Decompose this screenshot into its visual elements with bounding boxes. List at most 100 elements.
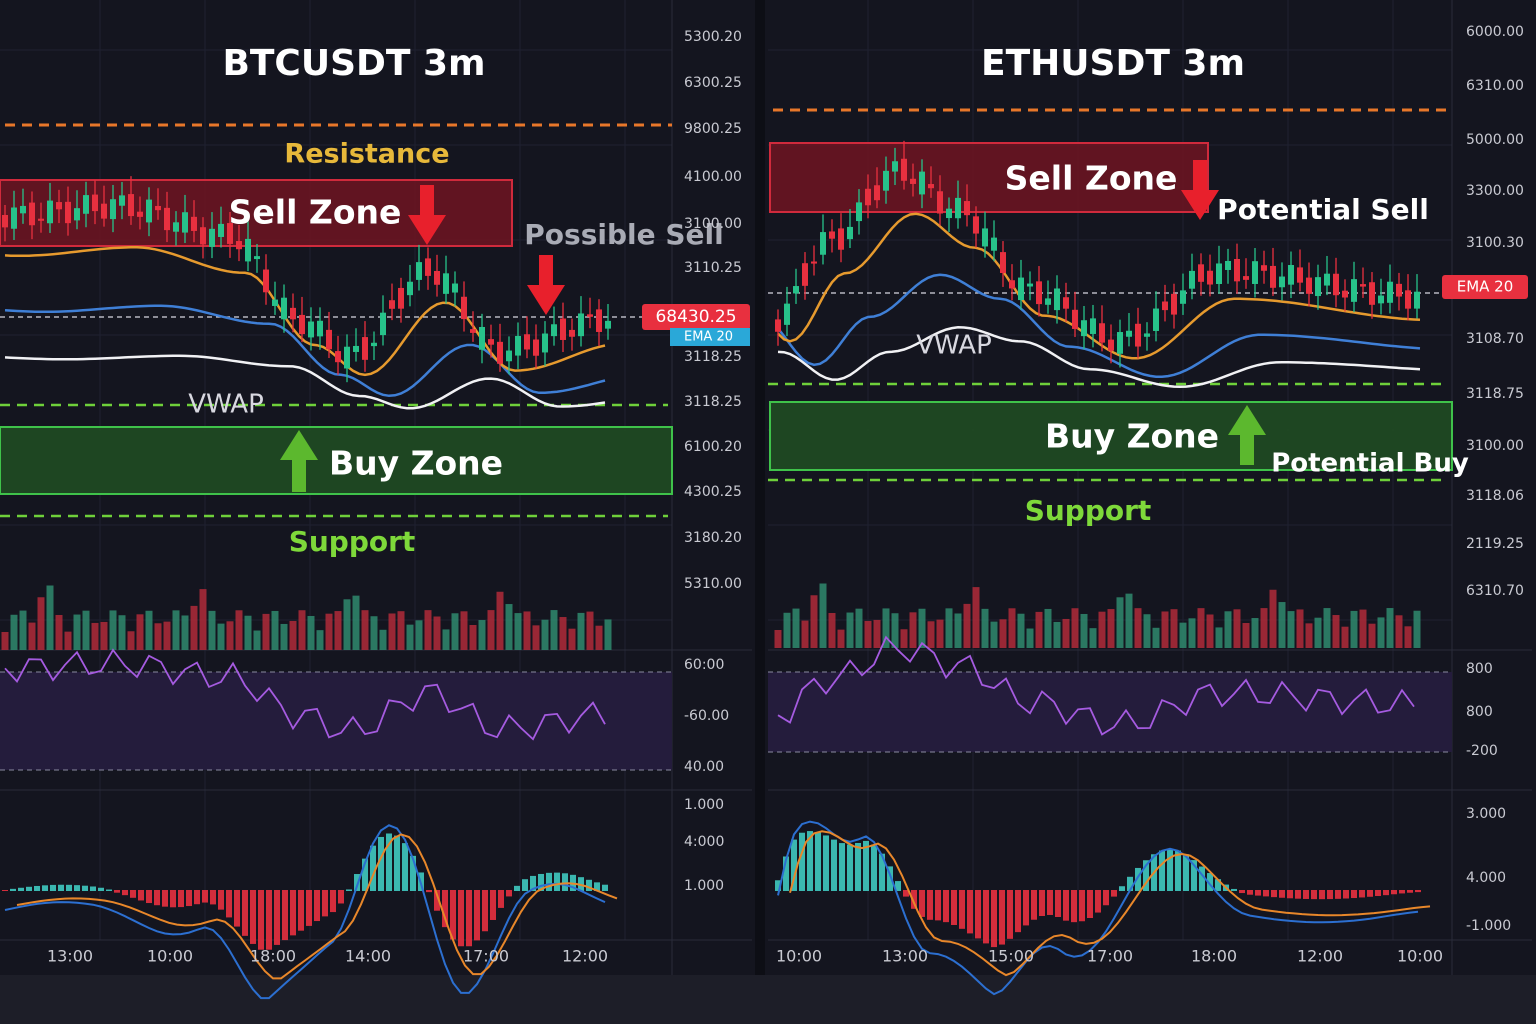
macd-bar	[1367, 890, 1373, 897]
macd-bar	[959, 890, 965, 929]
macd-bar	[186, 890, 192, 907]
candle	[1369, 282, 1375, 305]
volume-bar	[100, 621, 108, 650]
candle	[874, 185, 880, 201]
candle	[335, 351, 341, 363]
macd-bar	[546, 872, 552, 891]
macd-bar	[482, 890, 488, 932]
candle	[1270, 265, 1276, 288]
macd-bar	[410, 855, 416, 891]
volume-bar	[190, 605, 198, 650]
candle	[919, 171, 925, 195]
macd-bar	[1159, 850, 1165, 891]
volume-bar	[963, 603, 971, 648]
volume-bar	[1278, 602, 1286, 648]
macd-bar	[314, 890, 320, 922]
volume-bar	[73, 614, 81, 650]
macd-bar	[1143, 860, 1149, 891]
macd-bar	[1047, 890, 1053, 915]
candle	[1009, 280, 1015, 289]
macd-bar	[1111, 890, 1117, 897]
candle	[227, 223, 233, 244]
candle	[1360, 284, 1366, 287]
rsi-label: 60:00	[684, 657, 724, 673]
macd-bar	[258, 890, 264, 950]
volume-bar	[1206, 614, 1214, 648]
macd-bar	[863, 840, 869, 891]
macd-bar	[554, 872, 560, 891]
macd-bar	[951, 890, 957, 926]
macd-bar	[775, 880, 781, 891]
candle	[982, 228, 988, 247]
chart-title: ETHUSDT 3m	[981, 43, 1245, 84]
macd-bar	[538, 873, 544, 891]
candle	[1261, 265, 1267, 271]
down-arrow	[527, 255, 565, 315]
candle	[83, 195, 89, 214]
price-label: 6100.20	[684, 439, 742, 455]
volume-bar	[199, 589, 207, 650]
buy-zone-label: Buy Zone	[329, 444, 503, 483]
volume-bar	[1017, 613, 1025, 648]
macd-bar	[2, 890, 8, 891]
macd-bar	[1023, 890, 1029, 926]
candle	[38, 218, 44, 221]
candle	[1342, 290, 1348, 298]
macd-bar	[354, 874, 360, 891]
candle	[1279, 276, 1285, 288]
macd-bar	[282, 890, 288, 941]
macd-bar	[386, 833, 392, 891]
volume-bar	[244, 615, 252, 650]
volume-bar	[1026, 628, 1034, 648]
macd-bar	[807, 831, 813, 891]
candle	[263, 269, 269, 293]
macd-bar	[1335, 890, 1341, 899]
macd-bar	[586, 879, 592, 891]
volume-bar	[918, 608, 926, 648]
ema-tag-text: EMA 20	[1457, 278, 1514, 296]
candle	[578, 313, 584, 337]
candle	[1117, 332, 1123, 354]
rsi-label: 800	[1466, 661, 1493, 677]
macd-bar	[1079, 890, 1085, 922]
volume-bar	[1251, 618, 1259, 648]
volume-bar	[271, 610, 279, 650]
candle	[793, 286, 799, 294]
volume-bar	[559, 617, 567, 650]
candle	[371, 342, 377, 347]
volume-bar	[118, 615, 126, 650]
volume-bar	[280, 623, 288, 650]
candle	[560, 318, 566, 340]
candle	[1171, 293, 1177, 315]
macd-bar	[18, 887, 24, 891]
volume-bar	[424, 610, 432, 650]
macd-bar	[831, 839, 837, 891]
volume-bar	[1197, 608, 1205, 648]
price-label: 5310.00	[684, 576, 742, 592]
macd-bar	[90, 886, 96, 891]
candle	[65, 201, 71, 224]
support-label: Support	[289, 525, 416, 558]
volume-bar	[1143, 614, 1151, 648]
candle	[425, 258, 431, 276]
macd-bar	[1247, 890, 1253, 895]
volume-bar	[145, 610, 153, 650]
macd-bar	[378, 836, 384, 891]
candle	[110, 199, 116, 220]
volume-bar	[1413, 610, 1421, 648]
macd-bar	[903, 890, 909, 897]
macd-bar	[1183, 854, 1189, 891]
candle	[1054, 288, 1060, 311]
candle	[1405, 290, 1411, 309]
price-label: 3100.00	[1466, 438, 1524, 454]
down-arrow	[408, 185, 446, 245]
macd-bar	[1015, 890, 1021, 933]
volume-bar	[1395, 615, 1403, 648]
macd-bar	[298, 890, 304, 931]
time-label: 10:00	[1397, 947, 1443, 966]
macd-bar	[490, 890, 496, 920]
price-label: 3108.70	[1466, 331, 1524, 347]
candle	[173, 222, 179, 232]
candle	[569, 329, 575, 337]
volume-bar	[1233, 609, 1241, 648]
